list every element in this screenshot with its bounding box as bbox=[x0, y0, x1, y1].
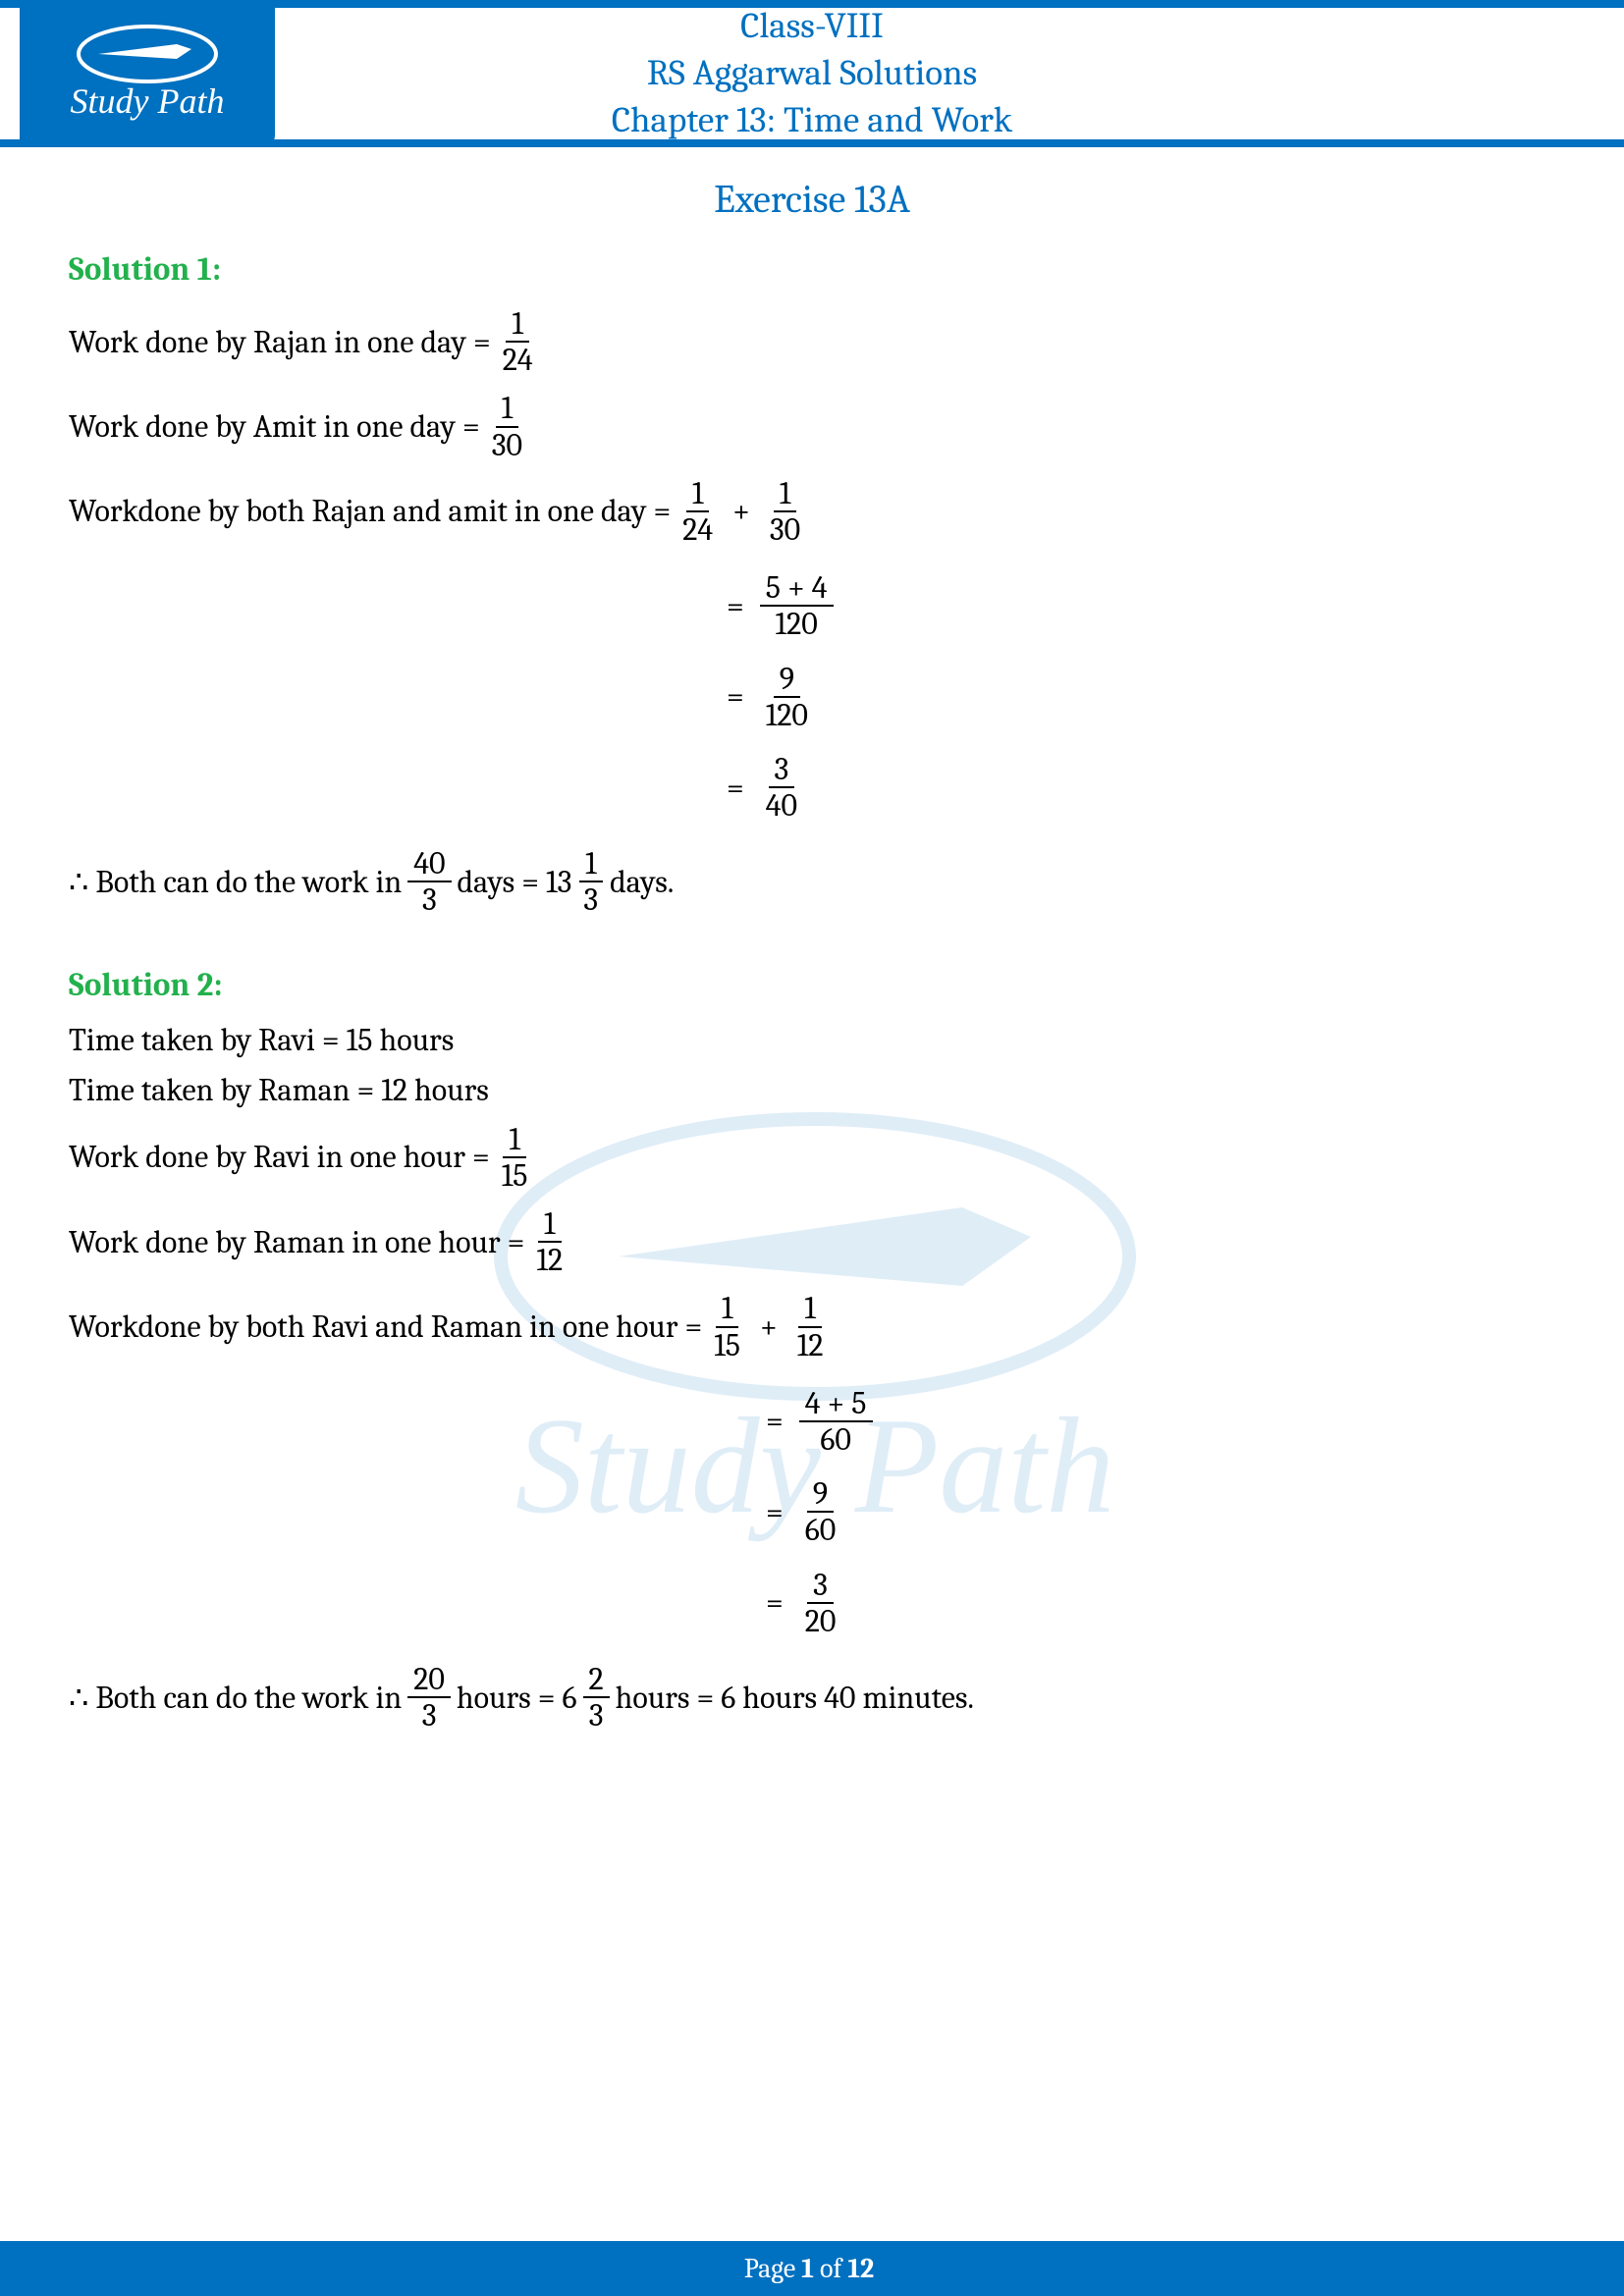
fraction: 1 30 bbox=[486, 391, 528, 461]
footer-mid: of bbox=[820, 2253, 841, 2284]
plus-sign: + bbox=[760, 1308, 778, 1345]
s2-line3: Work done by Ravi in one hour = 1 15 bbox=[69, 1122, 1555, 1193]
text: ∴ Both can do the work in bbox=[69, 863, 402, 900]
s2-line1: Time taken by Ravi = 15 hours bbox=[69, 1022, 1555, 1058]
equals-sign: = bbox=[766, 1494, 784, 1530]
fraction: 1 24 bbox=[677, 476, 719, 547]
s1-line1: Work done by Rajan in one day = 1 24 bbox=[69, 306, 1555, 377]
fraction: 3 40 bbox=[760, 752, 803, 823]
text: Time taken by Ravi = 15 hours bbox=[69, 1022, 454, 1058]
fraction: 4 + 5 60 bbox=[799, 1386, 873, 1457]
fraction: 1 12 bbox=[791, 1291, 830, 1362]
plus-sign: + bbox=[732, 493, 750, 529]
text: days = 13 bbox=[458, 864, 572, 900]
fraction: 1 30 bbox=[764, 476, 806, 547]
fraction: 1 12 bbox=[530, 1206, 568, 1277]
s1-conclusion: ∴ Both can do the work in 40 3 days = 13… bbox=[69, 846, 1555, 917]
text: hours = 6 hours 40 minutes. bbox=[616, 1680, 974, 1716]
step: = 4 + 5 60 bbox=[756, 1386, 879, 1457]
equals-sign: = bbox=[727, 588, 744, 624]
step: = 9 60 bbox=[756, 1476, 847, 1547]
equals-sign: = bbox=[766, 1584, 784, 1621]
solution-1-label: Solution 1: bbox=[69, 251, 1555, 289]
fraction: 1 15 bbox=[708, 1291, 746, 1362]
solution-2-label: Solution 2: bbox=[69, 967, 1555, 1004]
equals-sign: = bbox=[766, 1403, 784, 1439]
fraction: 9 120 bbox=[760, 662, 814, 732]
text: Work done by Ravi in one hour = bbox=[69, 1139, 490, 1175]
fraction: 40 3 bbox=[407, 846, 451, 917]
text: Work done by Rajan in one day = bbox=[69, 324, 491, 360]
s2-conclusion: ∴ Both can do the work in 20 3 hours = 6… bbox=[69, 1662, 1555, 1733]
svg-text:Study Path: Study Path bbox=[71, 81, 225, 121]
step: = 3 40 bbox=[717, 752, 809, 823]
fraction: 9 60 bbox=[799, 1476, 842, 1547]
fraction: 2 3 bbox=[583, 1662, 610, 1733]
fraction: 3 20 bbox=[799, 1568, 842, 1638]
page-header: Study Path Class-VIII RS Aggarwal Soluti… bbox=[0, 0, 1624, 147]
text: Work done by Amit in one day = bbox=[69, 408, 480, 445]
page-content: Exercise 13A Solution 1: Work done by Ra… bbox=[0, 147, 1624, 1733]
footer-pre: Page bbox=[744, 2253, 795, 2284]
s2-line5: Workdone by both Ravi and Raman in one h… bbox=[69, 1291, 1555, 1362]
s1-line3: Workdone by both Rajan and amit in one d… bbox=[69, 476, 1555, 547]
footer-page: 1 bbox=[801, 2253, 814, 2284]
text: Workdone by both Rajan and amit in one d… bbox=[69, 493, 671, 529]
s1-line2: Work done by Amit in one day = 1 30 bbox=[69, 391, 1555, 461]
study-path-logo-icon: Study Path bbox=[39, 20, 255, 128]
exercise-title: Exercise 13A bbox=[69, 177, 1555, 222]
fraction: 1 15 bbox=[496, 1122, 534, 1193]
fraction: 20 3 bbox=[407, 1662, 451, 1733]
logo: Study Path bbox=[20, 0, 275, 147]
s2-steps: = 4 + 5 60 = 9 60 = 3 20 bbox=[756, 1376, 1555, 1648]
step: = 3 20 bbox=[756, 1568, 847, 1638]
equals-sign: = bbox=[727, 678, 744, 715]
page-footer: Page 1 of 12 bbox=[0, 2241, 1624, 2296]
text: ∴ Both can do the work in bbox=[69, 1679, 402, 1716]
fraction: 1 24 bbox=[497, 306, 539, 377]
text: Work done by Raman in one hour = bbox=[69, 1224, 524, 1260]
step: = 9 120 bbox=[717, 662, 820, 732]
text: hours = 6 bbox=[457, 1680, 577, 1716]
s2-line2: Time taken by Raman = 12 hours bbox=[69, 1072, 1555, 1108]
s1-steps: = 5 + 4 120 = 9 120 = 3 40 bbox=[717, 561, 1555, 832]
footer-total: 12 bbox=[847, 2253, 874, 2284]
fraction: 5 + 4 120 bbox=[760, 570, 834, 641]
equals-sign: = bbox=[727, 770, 744, 806]
s2-line4: Work done by Raman in one hour = 1 12 bbox=[69, 1206, 1555, 1277]
text: days. bbox=[610, 864, 674, 900]
fraction: 1 3 bbox=[577, 846, 604, 917]
step: = 5 + 4 120 bbox=[717, 570, 839, 641]
text: Workdone by both Ravi and Raman in one h… bbox=[69, 1308, 702, 1345]
text: Time taken by Raman = 12 hours bbox=[69, 1072, 489, 1108]
